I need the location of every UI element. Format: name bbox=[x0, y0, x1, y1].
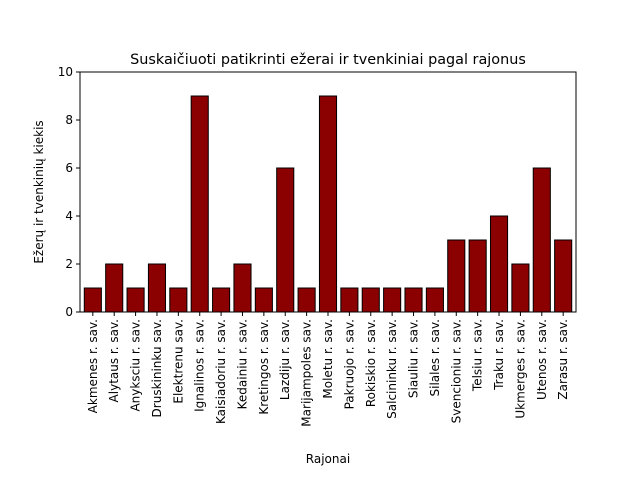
x-tick-label: Silales r. sav. bbox=[428, 319, 442, 396]
bar bbox=[212, 287, 231, 313]
y-tick-label: 0 bbox=[65, 305, 73, 319]
bar bbox=[340, 287, 359, 313]
bar bbox=[489, 215, 509, 313]
x-tick-label: Akmenes r. sav. bbox=[86, 319, 100, 413]
x-tick-label: Ukmerges r. sav. bbox=[513, 319, 527, 419]
bar bbox=[83, 287, 102, 313]
bar bbox=[468, 239, 487, 313]
x-tick-label: Zarasu r. sav. bbox=[556, 319, 570, 400]
y-tick-label: 8 bbox=[65, 113, 73, 127]
chart-title: Suskaičiuoti patikrinti ežerai ir tvenki… bbox=[130, 52, 526, 68]
bar bbox=[276, 167, 295, 313]
x-tick-label: Marijampoles sav. bbox=[300, 319, 314, 427]
x-tick-label: Ignalinos r. sav. bbox=[193, 319, 207, 412]
bar bbox=[254, 287, 273, 313]
x-tick-label: Elektrenu sav. bbox=[171, 319, 185, 404]
x-tick-label: Kretingos r. sav. bbox=[257, 319, 271, 415]
bar bbox=[404, 287, 423, 313]
bar bbox=[447, 239, 466, 313]
bar bbox=[190, 95, 209, 313]
bar bbox=[511, 263, 530, 313]
y-tick-label: 2 bbox=[65, 257, 73, 271]
bar bbox=[297, 287, 316, 313]
x-tick-label: Siauliu r. sav. bbox=[407, 319, 421, 398]
x-tick-label: Svencioniu r. sav. bbox=[449, 319, 463, 423]
y-tick-label: 6 bbox=[65, 161, 73, 175]
bar bbox=[425, 287, 444, 313]
x-axis: Akmenes r. sav. Alytaus r. sav. Anyksciu r… bbox=[86, 312, 570, 427]
y-axis-label: Ežerų ir tvenkinių kiekis bbox=[32, 120, 46, 263]
y-tick-label: 4 bbox=[65, 209, 73, 223]
bar bbox=[554, 239, 573, 313]
x-tick-label: Pakruojo r. sav. bbox=[342, 319, 356, 409]
y-tick-label: 10 bbox=[58, 65, 73, 79]
x-tick-label: Rokiskio r. sav. bbox=[364, 319, 378, 407]
x-tick-label: Anyksciu r. sav. bbox=[129, 319, 143, 412]
x-tick-label: Kedainiu r. sav. bbox=[235, 319, 249, 409]
x-tick-label: Traku r. sav. bbox=[492, 319, 506, 391]
x-tick-label: Kaisiadoriu r. sav. bbox=[214, 319, 228, 424]
bar bbox=[147, 263, 167, 313]
x-tick-label: Utenos r. sav. bbox=[535, 319, 549, 400]
bar bbox=[318, 95, 338, 313]
bar bbox=[233, 263, 252, 313]
bar bbox=[126, 287, 145, 313]
x-tick-label: Telsiu r. sav. bbox=[471, 319, 485, 392]
x-axis-label: Rajonai bbox=[306, 452, 350, 466]
plot-frame bbox=[79, 71, 577, 313]
x-tick-label: Moletu r. sav. bbox=[321, 319, 335, 399]
bar bbox=[532, 167, 551, 313]
x-tick-label: Alytaus r. sav. bbox=[107, 319, 121, 402]
bar bbox=[361, 287, 380, 313]
y-axis: 0 2 4 6 8 10 bbox=[58, 65, 80, 319]
x-tick-label: Salcininku r. sav. bbox=[385, 319, 399, 419]
bar bbox=[169, 287, 188, 313]
bar bbox=[383, 287, 402, 313]
x-tick-label: Lazdiju r. sav. bbox=[278, 319, 292, 400]
x-tick-label: Druskininku sav. bbox=[150, 319, 164, 417]
bars-group bbox=[83, 95, 573, 313]
bar bbox=[105, 263, 124, 313]
